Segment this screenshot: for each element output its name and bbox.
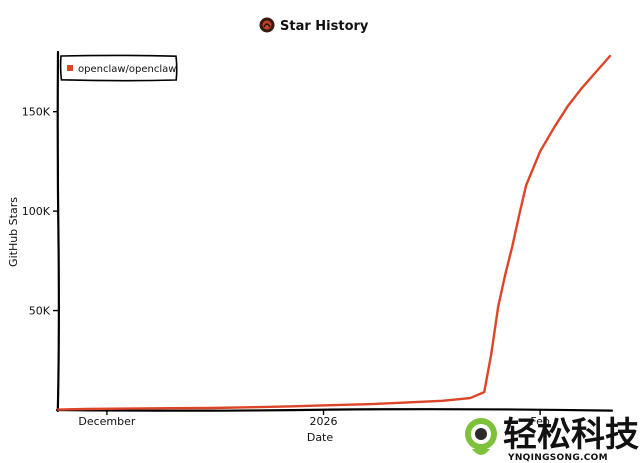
watermark-domain: YNQINGSONG.COM (507, 453, 608, 463)
legend-swatch-openclaw (67, 65, 73, 71)
watermark-logo-icon (465, 418, 497, 455)
chart-title: Star History (280, 19, 369, 34)
x-axis-line (55, 408, 614, 412)
y-axis-line (56, 50, 60, 413)
chart-header: Star History (259, 17, 369, 34)
y-tick-label: 100K (22, 205, 51, 218)
y-axis-title: GitHub Stars (7, 197, 20, 267)
x-axis-title: Date (307, 431, 334, 444)
x-axis-ticks: December 2026 Feb (78, 410, 550, 428)
series-line-openclaw (56, 54, 612, 411)
x-tick-label: December (78, 415, 136, 428)
x-tick-label: Feb (530, 415, 549, 428)
watermark-name: 轻松科技 (503, 415, 639, 455)
x-tick-label: 2026 (310, 415, 338, 428)
y-axis-ticks: 50K 100K 150K (22, 106, 58, 318)
star-history-logo-icon (259, 17, 275, 33)
legend-box (59, 54, 178, 82)
y-tick-label: 50K (29, 305, 51, 318)
watermark: 轻松科技 YNQINGSONG.COM (465, 415, 639, 463)
y-tick-label: 150K (22, 106, 51, 119)
legend: openclaw/openclaw (59, 54, 178, 82)
series-layer (56, 54, 612, 411)
legend-label-openclaw: openclaw/openclaw (78, 64, 176, 75)
